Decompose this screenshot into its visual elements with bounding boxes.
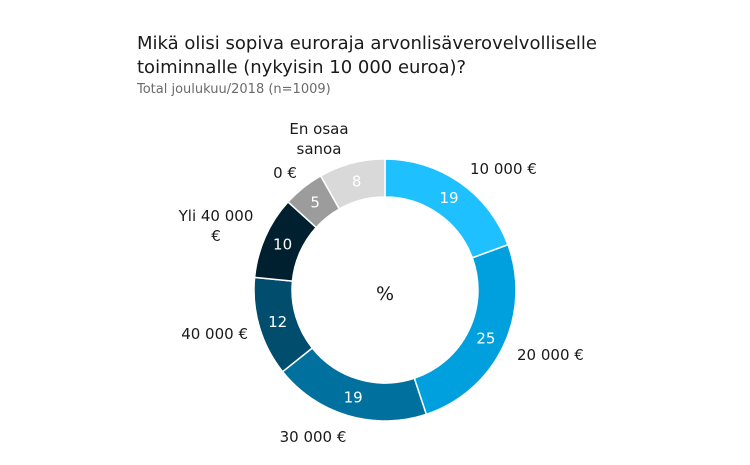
center-unit-label: % (376, 283, 394, 305)
slice-value-label: 5 (310, 193, 320, 211)
slice-category-label: 20 000 € (517, 346, 584, 364)
slice-value-label: 19 (440, 189, 459, 207)
slice-value-label: 10 (273, 236, 292, 254)
slice-value-label: 8 (352, 173, 362, 191)
chart-title: Mikä olisi sopiva euroraja arvonlisävero… (137, 33, 597, 78)
slice-category-label: 0 € (273, 164, 297, 182)
slice-category-label: 40 000 € (181, 325, 248, 343)
slice-value-label: 19 (344, 388, 363, 406)
slice-category-label: 10 000 € (470, 160, 537, 178)
slice-category-label: 30 000 € (280, 428, 347, 446)
slice-value-label: 25 (476, 330, 495, 348)
slice-category-label: En osaa sanoa (289, 120, 348, 158)
slice-category-label: Yli 40 000 € (178, 207, 254, 245)
donut-slice (319, 158, 386, 210)
donut-slice (413, 243, 517, 416)
chart-subtitle: Total joulukuu/2018 (n=1009) (137, 82, 331, 97)
slice-value-label: 12 (268, 313, 287, 331)
donut-slice (281, 346, 428, 422)
